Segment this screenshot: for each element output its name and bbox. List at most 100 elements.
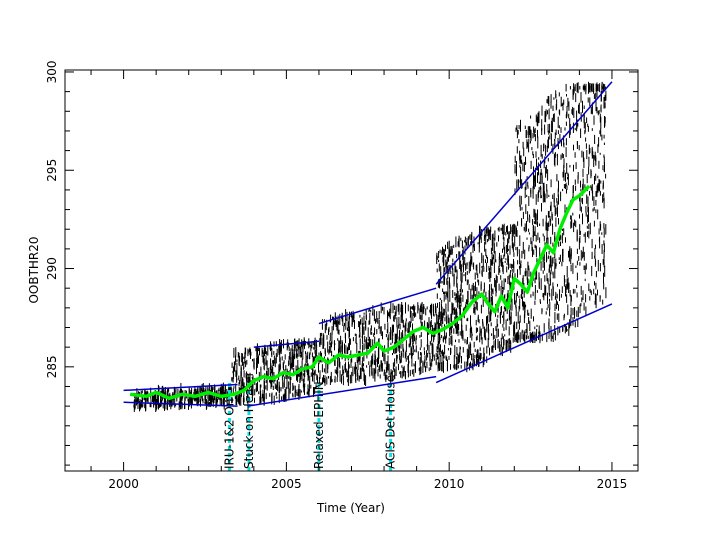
data-point bbox=[309, 352, 311, 359]
data-point bbox=[598, 228, 600, 235]
data-point bbox=[460, 264, 462, 272]
data-point bbox=[372, 305, 374, 316]
data-point bbox=[538, 186, 540, 193]
data-point bbox=[585, 294, 587, 303]
data-point bbox=[473, 285, 475, 297]
data-point bbox=[590, 169, 592, 179]
data-point bbox=[510, 317, 512, 325]
data-point bbox=[464, 361, 466, 371]
data-point bbox=[527, 141, 529, 148]
data-point bbox=[592, 151, 594, 158]
data-point bbox=[484, 241, 486, 252]
data-point bbox=[481, 270, 483, 276]
data-point bbox=[562, 188, 564, 192]
data-point bbox=[524, 223, 526, 233]
data-point bbox=[272, 366, 274, 375]
data-point bbox=[480, 232, 482, 240]
data-point bbox=[509, 263, 511, 268]
data-point bbox=[218, 387, 220, 391]
data-point bbox=[491, 258, 493, 266]
data-point bbox=[505, 319, 507, 331]
data-point bbox=[598, 178, 600, 191]
data-point bbox=[454, 292, 456, 296]
data-point bbox=[231, 397, 233, 403]
data-point bbox=[539, 247, 541, 258]
data-point bbox=[395, 305, 397, 314]
data-point bbox=[443, 308, 445, 316]
data-point bbox=[558, 180, 559, 192]
data-point bbox=[550, 236, 552, 245]
data-point bbox=[443, 361, 444, 372]
data-point bbox=[418, 367, 420, 372]
data-point bbox=[550, 333, 552, 342]
data-point bbox=[473, 341, 475, 348]
data-point bbox=[285, 372, 287, 379]
data-point bbox=[372, 353, 374, 365]
data-point bbox=[578, 104, 579, 114]
data-point bbox=[243, 356, 245, 360]
data-point bbox=[431, 359, 433, 367]
data-point bbox=[552, 223, 553, 227]
data-point bbox=[512, 224, 514, 234]
data-point bbox=[590, 290, 592, 296]
data-point bbox=[579, 193, 581, 203]
data-point bbox=[144, 404, 146, 409]
data-point bbox=[593, 83, 595, 92]
data-point bbox=[512, 243, 514, 253]
data-point bbox=[300, 390, 302, 393]
data-point bbox=[498, 341, 500, 352]
data-point bbox=[166, 391, 168, 397]
data-point bbox=[577, 319, 579, 327]
data-point bbox=[420, 332, 422, 337]
data-point bbox=[136, 393, 138, 405]
data-point bbox=[246, 374, 248, 387]
data-point bbox=[285, 392, 287, 402]
data-point bbox=[240, 367, 242, 378]
data-point bbox=[503, 254, 505, 259]
data-point bbox=[255, 387, 257, 391]
data-point bbox=[367, 342, 369, 347]
data-point bbox=[321, 319, 323, 330]
data-point bbox=[442, 313, 444, 324]
data-point bbox=[548, 130, 550, 135]
data-point bbox=[461, 356, 462, 364]
data-point bbox=[500, 344, 502, 356]
data-point bbox=[400, 332, 402, 342]
data-point bbox=[466, 348, 468, 358]
data-point bbox=[528, 244, 530, 249]
data-point bbox=[411, 355, 413, 367]
data-point bbox=[431, 303, 433, 313]
data-point bbox=[470, 343, 472, 356]
data-point bbox=[439, 285, 441, 288]
data-point bbox=[480, 353, 482, 359]
data-point bbox=[220, 389, 222, 396]
data-point bbox=[466, 262, 468, 270]
data-point bbox=[295, 365, 297, 373]
data-point bbox=[289, 379, 291, 390]
data-point bbox=[552, 105, 554, 111]
data-point bbox=[573, 164, 574, 172]
data-point bbox=[334, 378, 336, 383]
data-point bbox=[447, 359, 448, 371]
data-point bbox=[485, 229, 487, 234]
data-point bbox=[316, 344, 318, 357]
data-point bbox=[529, 216, 531, 223]
data-point bbox=[574, 219, 576, 226]
data-point bbox=[234, 361, 236, 365]
data-point bbox=[529, 214, 530, 217]
data-point bbox=[515, 170, 517, 177]
data-point bbox=[401, 302, 403, 314]
data-point bbox=[594, 255, 596, 258]
data-point bbox=[395, 333, 397, 346]
data-point bbox=[496, 242, 498, 247]
data-point bbox=[445, 311, 447, 318]
data-point bbox=[441, 316, 443, 328]
data-point bbox=[587, 196, 589, 208]
data-point bbox=[480, 353, 481, 361]
data-point bbox=[587, 207, 589, 213]
data-point bbox=[240, 394, 242, 406]
data-point bbox=[265, 347, 267, 354]
data-point bbox=[584, 265, 586, 275]
data-point bbox=[583, 113, 585, 123]
data-point bbox=[476, 302, 478, 311]
